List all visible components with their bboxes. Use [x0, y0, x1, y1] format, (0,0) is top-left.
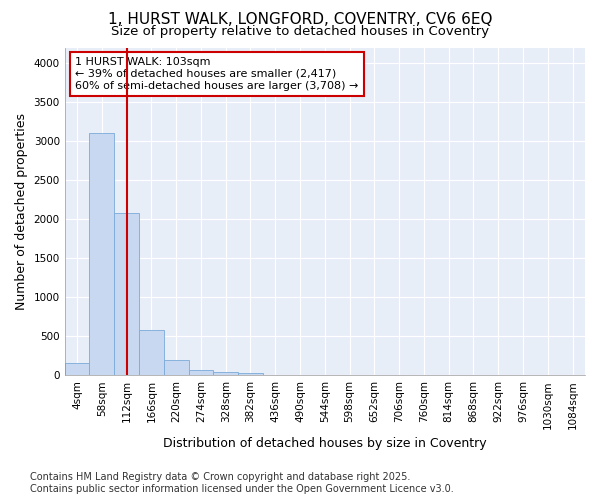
- Bar: [214, 372, 238, 375]
- Bar: [164, 360, 188, 375]
- Bar: [238, 373, 263, 375]
- Text: 1 HURST WALK: 103sqm
← 39% of detached houses are smaller (2,417)
60% of semi-de: 1 HURST WALK: 103sqm ← 39% of detached h…: [75, 58, 358, 90]
- Bar: [89, 134, 114, 375]
- Text: 1, HURST WALK, LONGFORD, COVENTRY, CV6 6EQ: 1, HURST WALK, LONGFORD, COVENTRY, CV6 6…: [108, 12, 492, 28]
- Bar: [114, 213, 139, 375]
- Text: Size of property relative to detached houses in Coventry: Size of property relative to detached ho…: [111, 25, 489, 38]
- X-axis label: Distribution of detached houses by size in Coventry: Distribution of detached houses by size …: [163, 437, 487, 450]
- Bar: [65, 364, 89, 375]
- Bar: [139, 330, 164, 375]
- Y-axis label: Number of detached properties: Number of detached properties: [15, 113, 28, 310]
- Bar: [188, 370, 214, 375]
- Text: Contains HM Land Registry data © Crown copyright and database right 2025.
Contai: Contains HM Land Registry data © Crown c…: [30, 472, 454, 494]
